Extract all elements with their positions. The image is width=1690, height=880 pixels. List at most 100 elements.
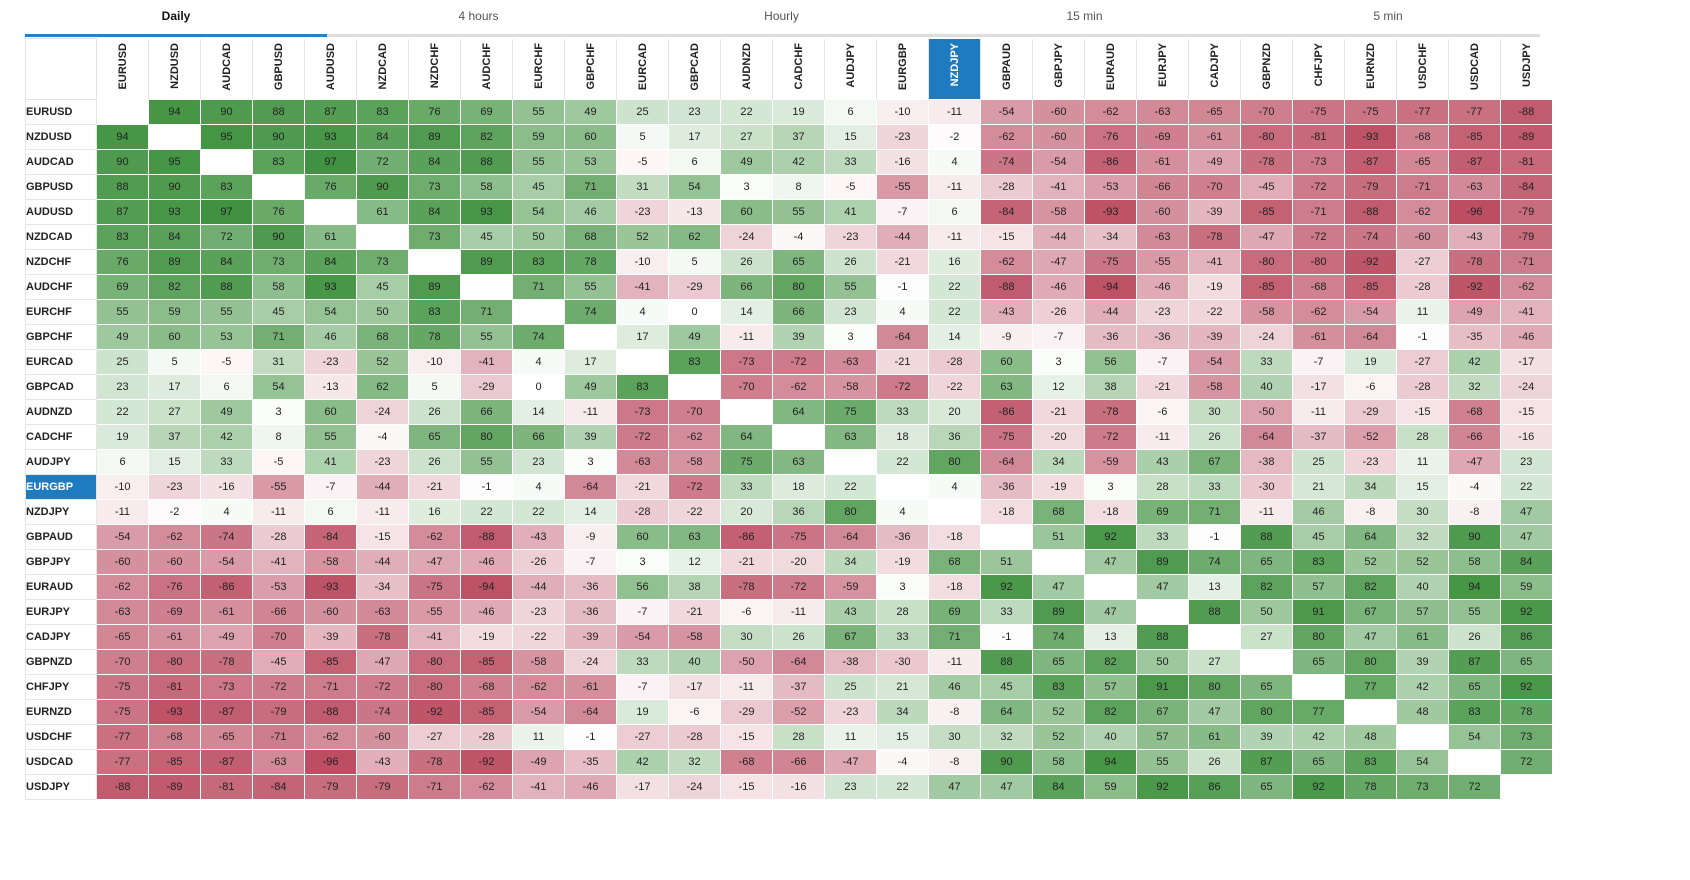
correlation-cell[interactable]: 42 bbox=[616, 749, 669, 776]
column-header-usdcad[interactable]: USDCAD bbox=[1448, 38, 1501, 100]
correlation-cell[interactable]: -85 bbox=[1240, 274, 1293, 301]
correlation-cell[interactable]: -6 bbox=[720, 599, 773, 626]
correlation-cell[interactable]: 58 bbox=[1032, 749, 1085, 776]
correlation-cell[interactable]: 33 bbox=[876, 624, 929, 651]
correlation-cell[interactable]: -75 bbox=[408, 574, 461, 601]
correlation-cell[interactable]: -47 bbox=[1032, 249, 1085, 276]
correlation-cell[interactable]: -2 bbox=[148, 499, 201, 526]
correlation-cell[interactable]: -21 bbox=[876, 249, 929, 276]
correlation-cell[interactable]: -85 bbox=[1344, 274, 1397, 301]
correlation-cell[interactable]: -24 bbox=[1500, 374, 1553, 401]
correlation-cell[interactable]: 88 bbox=[980, 649, 1033, 676]
correlation-cell[interactable]: 71 bbox=[564, 174, 617, 201]
correlation-cell[interactable]: 65 bbox=[1032, 649, 1085, 676]
correlation-cell[interactable]: 42 bbox=[1396, 674, 1449, 701]
correlation-cell[interactable]: 93 bbox=[304, 124, 357, 151]
correlation-cell[interactable]: -79 bbox=[1500, 199, 1553, 226]
correlation-cell[interactable]: 33 bbox=[1188, 474, 1241, 501]
correlation-cell[interactable]: 90 bbox=[356, 174, 409, 201]
correlation-cell[interactable]: -58 bbox=[512, 649, 565, 676]
correlation-cell[interactable]: 49 bbox=[200, 399, 253, 426]
column-header-eurcad[interactable]: EURCAD bbox=[616, 38, 669, 100]
correlation-cell[interactable]: -60 bbox=[96, 549, 149, 576]
correlation-cell[interactable]: 55 bbox=[512, 99, 565, 126]
correlation-cell[interactable]: -61 bbox=[564, 674, 617, 701]
correlation-cell[interactable]: 28 bbox=[772, 724, 825, 751]
correlation-cell[interactable]: 49 bbox=[668, 324, 721, 351]
correlation-cell[interactable]: -84 bbox=[1500, 174, 1553, 201]
correlation-cell[interactable]: -75 bbox=[980, 424, 1033, 451]
correlation-cell[interactable]: -63 bbox=[1448, 174, 1501, 201]
correlation-cell[interactable]: -49 bbox=[1188, 149, 1241, 176]
correlation-cell[interactable]: 83 bbox=[668, 349, 721, 376]
correlation-cell[interactable]: 22 bbox=[720, 99, 773, 126]
correlation-cell[interactable]: 39 bbox=[1240, 724, 1293, 751]
correlation-cell[interactable]: -8 bbox=[928, 749, 981, 776]
correlation-cell[interactable]: 71 bbox=[252, 324, 305, 351]
correlation-cell[interactable]: -60 bbox=[1032, 124, 1085, 151]
correlation-cell[interactable]: -84 bbox=[252, 774, 305, 801]
correlation-cell[interactable]: -60 bbox=[148, 549, 201, 576]
correlation-cell[interactable]: -60 bbox=[1032, 99, 1085, 126]
correlation-cell[interactable]: 11 bbox=[824, 724, 877, 751]
correlation-cell[interactable]: 82 bbox=[1344, 574, 1397, 601]
row-header-eurgbp[interactable]: EURGBP bbox=[25, 474, 97, 501]
correlation-cell[interactable]: 14 bbox=[512, 399, 565, 426]
column-header-usdjpy[interactable]: USDJPY bbox=[1500, 38, 1552, 100]
correlation-cell[interactable]: -58 bbox=[1032, 199, 1085, 226]
correlation-cell[interactable]: -15 bbox=[1396, 399, 1449, 426]
correlation-cell[interactable]: -23 bbox=[1344, 449, 1397, 476]
correlation-cell[interactable]: -7 bbox=[1032, 324, 1085, 351]
correlation-cell[interactable]: -22 bbox=[1188, 299, 1241, 326]
correlation-cell[interactable]: 33 bbox=[1136, 524, 1189, 551]
correlation-cell[interactable]: -74 bbox=[980, 149, 1033, 176]
correlation-cell[interactable]: 59 bbox=[1084, 774, 1137, 801]
correlation-cell[interactable]: -44 bbox=[512, 574, 565, 601]
correlation-cell[interactable]: 62 bbox=[668, 224, 721, 251]
correlation-cell[interactable]: -16 bbox=[772, 774, 825, 801]
correlation-cell[interactable]: -46 bbox=[1500, 324, 1553, 351]
correlation-cell[interactable]: 4 bbox=[876, 499, 929, 526]
correlation-cell[interactable]: -58 bbox=[668, 449, 721, 476]
correlation-cell[interactable]: 47 bbox=[1084, 549, 1137, 576]
correlation-cell[interactable]: -64 bbox=[876, 324, 929, 351]
correlation-cell[interactable]: -8 bbox=[1448, 499, 1501, 526]
correlation-cell[interactable]: -72 bbox=[356, 674, 409, 701]
correlation-cell[interactable]: -1 bbox=[876, 274, 929, 301]
correlation-cell[interactable]: -77 bbox=[96, 749, 149, 776]
correlation-cell[interactable]: -24 bbox=[356, 399, 409, 426]
correlation-cell[interactable]: -81 bbox=[200, 774, 253, 801]
correlation-cell[interactable]: 87 bbox=[304, 99, 357, 126]
correlation-cell[interactable]: 65 bbox=[408, 424, 461, 451]
correlation-cell[interactable]: 18 bbox=[876, 424, 929, 451]
correlation-cell[interactable]: 92 bbox=[1292, 774, 1345, 801]
correlation-cell[interactable]: -39 bbox=[564, 624, 617, 651]
correlation-cell[interactable]: -78 bbox=[200, 649, 253, 676]
correlation-cell[interactable]: 58 bbox=[460, 174, 513, 201]
correlation-cell[interactable]: 83 bbox=[356, 99, 409, 126]
column-header-eurgbp[interactable]: EURGBP bbox=[876, 38, 929, 100]
correlation-cell[interactable]: 74 bbox=[1188, 549, 1241, 576]
correlation-cell[interactable]: 89 bbox=[408, 274, 461, 301]
correlation-cell[interactable]: 74 bbox=[564, 299, 617, 326]
correlation-cell[interactable]: 54 bbox=[668, 174, 721, 201]
correlation-cell[interactable]: 33 bbox=[876, 399, 929, 426]
correlation-cell[interactable]: 47 bbox=[928, 774, 981, 801]
correlation-cell[interactable]: 22 bbox=[876, 774, 929, 801]
correlation-cell[interactable]: -78 bbox=[720, 574, 773, 601]
correlation-cell[interactable]: -54 bbox=[616, 624, 669, 651]
correlation-cell[interactable] bbox=[148, 124, 201, 151]
correlation-cell[interactable]: 4 bbox=[616, 299, 669, 326]
correlation-cell[interactable]: 83 bbox=[1032, 674, 1085, 701]
correlation-cell[interactable]: 4 bbox=[928, 149, 981, 176]
correlation-cell[interactable]: -65 bbox=[96, 624, 149, 651]
correlation-cell[interactable]: -71 bbox=[1292, 199, 1345, 226]
correlation-cell[interactable]: -76 bbox=[1084, 124, 1137, 151]
correlation-cell[interactable]: -87 bbox=[1344, 149, 1397, 176]
correlation-cell[interactable]: 76 bbox=[408, 99, 461, 126]
correlation-cell[interactable]: -41 bbox=[252, 549, 305, 576]
correlation-cell[interactable]: -28 bbox=[668, 724, 721, 751]
correlation-cell[interactable]: -62 bbox=[408, 524, 461, 551]
column-header-gbpjpy[interactable]: GBPJPY bbox=[1032, 38, 1085, 100]
correlation-cell[interactable]: -11 bbox=[564, 399, 617, 426]
